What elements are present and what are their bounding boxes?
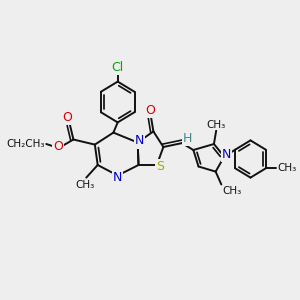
Text: N: N — [113, 171, 122, 184]
Text: O: O — [62, 111, 72, 124]
Text: CH₂CH₃: CH₂CH₃ — [6, 139, 45, 149]
Text: CH₃: CH₃ — [207, 120, 226, 130]
Text: S: S — [156, 160, 164, 173]
Text: CH₃: CH₃ — [277, 163, 296, 173]
Text: H: H — [183, 132, 192, 145]
Text: O: O — [146, 104, 155, 117]
Text: N: N — [135, 134, 144, 148]
Text: CH₃: CH₃ — [223, 186, 242, 196]
Text: N: N — [222, 148, 231, 161]
Text: Cl: Cl — [112, 61, 124, 74]
Text: CH₃: CH₃ — [75, 180, 94, 190]
Text: O: O — [53, 140, 63, 154]
